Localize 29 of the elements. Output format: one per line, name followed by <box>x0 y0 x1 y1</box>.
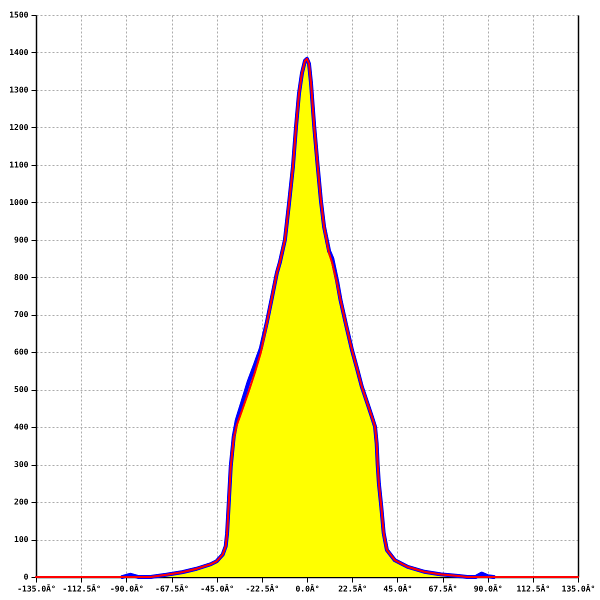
y-tick-label: 1100 <box>9 160 29 170</box>
y-tick-label: 1000 <box>9 198 29 207</box>
x-tick-label: 22.5Â° <box>338 584 368 594</box>
x-tick-label: -67.5Â° <box>155 584 189 594</box>
x-tick-label: 112.5Â° <box>516 584 550 594</box>
y-tick-label: 200 <box>14 498 29 507</box>
y-tick-label: 500 <box>14 385 29 394</box>
y-tick-label: 0 <box>24 572 29 582</box>
x-tick-label: 67.5Â° <box>428 584 458 594</box>
x-tick-label: -90.0Â° <box>110 584 144 594</box>
y-tick-label: 900 <box>14 235 29 244</box>
y-tick-label: 600 <box>14 348 29 357</box>
x-tick-label: 135.0Â° <box>562 584 596 594</box>
x-tick-label: 0.0Â° <box>295 584 320 594</box>
y-tick-label: 1400 <box>9 48 29 57</box>
y-tick-label: 800 <box>14 272 29 282</box>
y-tick-label: 1200 <box>9 122 29 132</box>
y-tick-label: 100 <box>14 535 29 544</box>
x-tick-label: -45.0Â° <box>200 584 234 594</box>
y-tick-label: 300 <box>14 460 29 470</box>
y-tick-label: 400 <box>14 422 29 432</box>
x-tick-label: 45.0Â° <box>383 584 412 594</box>
x-tick-label: -22.5Â° <box>245 584 280 594</box>
y-tick-label: 700 <box>14 310 29 320</box>
x-tick-label: -112.5Â° <box>62 584 101 594</box>
y-tick-label: 1500 <box>9 10 29 20</box>
y-tick-label: 1300 <box>9 85 29 94</box>
x-tick-label: -135.0Â° <box>17 584 56 594</box>
x-tick-label: 90.0Â° <box>474 584 503 594</box>
